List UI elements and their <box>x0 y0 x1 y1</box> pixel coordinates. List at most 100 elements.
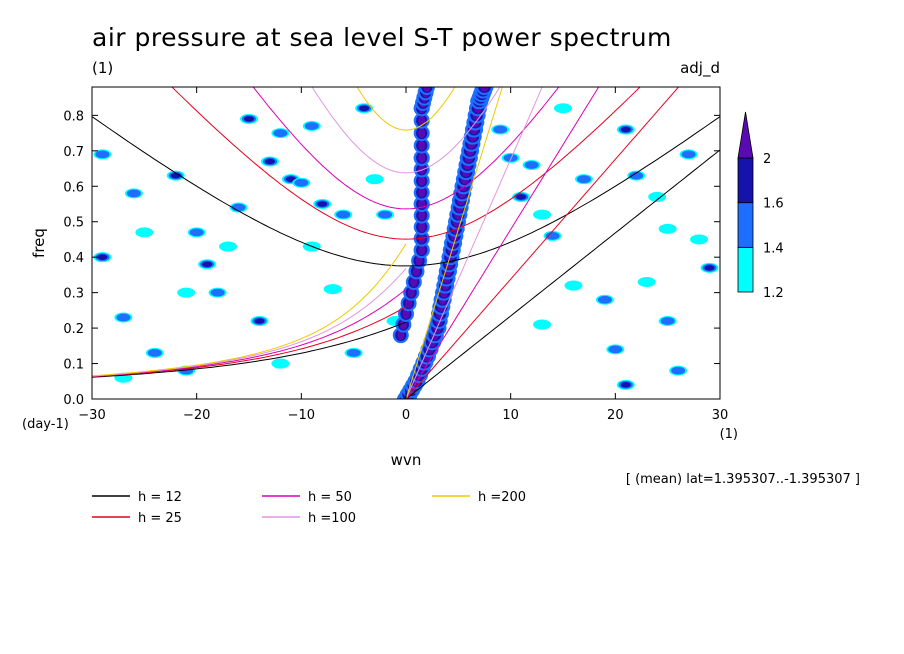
contour-patch <box>346 349 361 357</box>
y-tick-label: 0.3 <box>63 287 84 302</box>
contour-patch <box>648 191 667 202</box>
ridge-patch <box>418 164 426 175</box>
contour-patch <box>524 161 539 169</box>
kelvin-curve <box>405 149 720 399</box>
contour-patch <box>254 318 265 324</box>
inertia-gravity-curve <box>356 87 456 131</box>
kelvin-curve <box>405 87 543 399</box>
ridge-patch <box>412 266 421 277</box>
lat-annotation: [ (mean) lat=1.395307..-1.395307 ] <box>626 472 860 487</box>
ridge-patch <box>418 210 426 221</box>
contour-patch <box>629 171 644 180</box>
mrg-curve <box>92 243 407 377</box>
x-axis-label: wvn <box>391 451 422 469</box>
x-tick-label: 20 <box>607 408 624 423</box>
contour-patch <box>690 234 709 245</box>
ridge-patch <box>397 330 405 341</box>
contour-patch <box>597 295 612 304</box>
contour-patch <box>336 210 351 219</box>
colorbar-swatch <box>737 202 754 248</box>
ridge-patch <box>405 298 413 309</box>
ridge-patch <box>418 222 426 233</box>
contour-patch <box>564 280 583 291</box>
contour-patch <box>126 189 141 198</box>
contour-patch <box>533 209 552 220</box>
legend-label: h = 12 <box>138 490 182 505</box>
inertia-gravity-curve <box>311 87 501 174</box>
colorbar: 1.2 1.4 1.6 2 <box>737 111 784 301</box>
contour-patch <box>608 345 623 354</box>
legend-label: h = 50 <box>308 490 352 505</box>
dispersion-curve-layer <box>92 87 720 399</box>
contour-patch <box>264 158 275 165</box>
unit-label: (1) <box>92 59 113 77</box>
contour-patch <box>671 366 686 375</box>
contour-patch <box>365 174 384 185</box>
contour-patch <box>503 154 518 162</box>
tag-label: adj_d <box>680 59 720 78</box>
contour-patch <box>97 254 108 260</box>
y-axis-ticks: 0.0 0.1 0.2 0.3 0.4 0.5 0.6 0.7 0.8 <box>63 109 720 408</box>
contour-patch <box>219 241 238 252</box>
x-axis-ticks: −30 −20 −10 0 10 20 30 <box>78 87 728 423</box>
y-tick-label: 0.2 <box>63 322 84 337</box>
contour-patch <box>359 105 370 112</box>
inertia-gravity-curve <box>252 87 560 210</box>
ridge-patch <box>407 287 415 298</box>
ridge-patch <box>418 140 426 151</box>
ridge-patch <box>418 128 426 139</box>
contour-patch <box>147 349 162 357</box>
contour-patch <box>704 265 715 271</box>
contour-patch <box>576 175 591 184</box>
colorbar-swatch <box>737 157 754 204</box>
inertia-gravity-curve <box>92 116 720 267</box>
colorbar-extend-arrow <box>737 111 754 159</box>
colorbar-tick-label: 1.4 <box>763 241 784 256</box>
y-tick-label: 0.7 <box>63 145 84 160</box>
contour-patch <box>493 125 508 134</box>
x-tick-label: 10 <box>502 408 519 423</box>
chart-title: air pressure at sea level S-T power spec… <box>92 23 672 52</box>
contour-patch <box>681 150 696 159</box>
contour-patch <box>620 126 631 133</box>
contour-patch <box>304 122 319 130</box>
contour-patch <box>545 232 560 240</box>
ridge-patch <box>418 152 426 163</box>
contour-patch <box>620 382 631 388</box>
y-unit-label: (day-1) <box>22 417 69 432</box>
legend: h = 12 h = 25 h = 50 h =100 h =200 <box>92 490 526 526</box>
ridge-patch <box>418 175 426 186</box>
colorbar-swatch <box>737 246 754 293</box>
x-tick-label: −10 <box>288 408 315 423</box>
contour-patch <box>637 277 656 287</box>
contour-patch <box>323 284 342 295</box>
legend-label: h =200 <box>478 490 526 505</box>
colorbar-tick-label: 1.6 <box>763 197 784 212</box>
kelvin-curve <box>405 87 600 399</box>
ridge-patch <box>418 115 426 126</box>
ridge-patch <box>415 255 423 266</box>
ridge-patch <box>410 277 418 287</box>
colorbar-tick-label: 2 <box>763 152 771 167</box>
x-unit-label: (1) <box>720 427 738 442</box>
ridge-patch <box>418 245 426 256</box>
contour-patch <box>231 203 246 212</box>
contour-patch <box>243 116 255 122</box>
ridge-patch <box>423 87 431 92</box>
legend-label: h = 25 <box>138 511 182 526</box>
y-tick-label: 0.4 <box>63 251 84 266</box>
contour-patch <box>378 210 393 219</box>
contour-patch <box>271 358 290 369</box>
y-tick-label: 0.8 <box>63 109 84 124</box>
ridge-patch <box>402 308 410 319</box>
inertia-gravity-curve <box>171 87 641 240</box>
x-tick-label: 0 <box>402 408 410 423</box>
contour-patch <box>189 228 204 237</box>
mrg-curve <box>92 306 407 378</box>
contour-patch <box>95 150 110 159</box>
x-tick-label: −20 <box>183 408 210 423</box>
y-tick-label: 0.5 <box>63 216 84 231</box>
y-tick-label: 0.0 <box>63 393 84 408</box>
contour-patch <box>135 227 154 238</box>
